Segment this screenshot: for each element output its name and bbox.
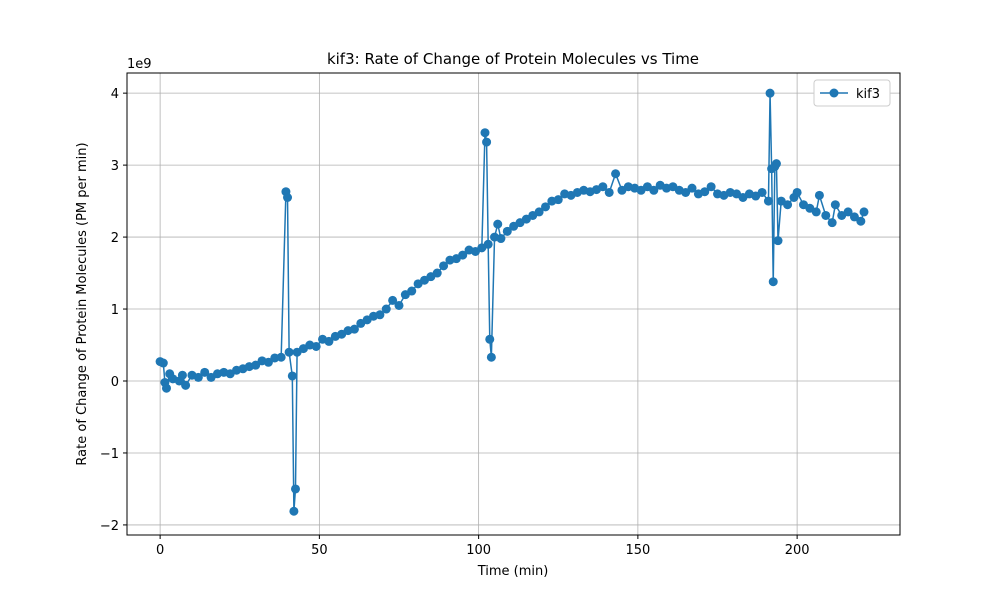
data-point	[181, 380, 191, 390]
data-point	[388, 295, 398, 305]
data-point	[598, 182, 608, 192]
data-point	[486, 352, 496, 362]
data-point	[407, 286, 417, 296]
data-point	[611, 169, 621, 179]
data-point	[349, 324, 359, 334]
data-point	[283, 192, 293, 202]
data-point	[200, 367, 210, 377]
data-point	[783, 200, 793, 210]
data-point	[432, 268, 442, 278]
data-point	[763, 196, 773, 206]
chart-title: kif3: Rate of Change of Protein Molecule…	[327, 50, 699, 68]
data-point	[496, 234, 506, 244]
y-offset-label: 1e9	[127, 57, 152, 72]
data-point	[604, 187, 614, 197]
data-point	[534, 207, 544, 217]
data-point	[687, 183, 697, 193]
data-point	[814, 190, 824, 200]
data-point	[276, 352, 286, 362]
y-tick-label: 4	[111, 87, 119, 102]
y-tick-label: 3	[111, 159, 119, 174]
data-point	[439, 261, 449, 271]
data-point	[394, 300, 404, 310]
data-point	[765, 88, 775, 98]
data-point	[681, 187, 691, 197]
data-point	[290, 484, 300, 494]
data-point	[311, 341, 321, 351]
data-point	[158, 358, 168, 368]
data-point	[768, 277, 778, 287]
x-axis-label: Time (min)	[477, 564, 549, 579]
data-point	[177, 370, 187, 380]
data-point	[193, 372, 203, 382]
data-point	[706, 182, 716, 192]
y-axis-label: Rate of Change of Protein Molecules (PM …	[75, 142, 90, 465]
legend-box	[813, 79, 891, 107]
y-tick-label: −2	[100, 519, 119, 534]
data-point	[811, 207, 821, 217]
data-point	[493, 219, 503, 229]
x-tick-label: 200	[785, 543, 810, 558]
x-tick-label: 150	[625, 543, 650, 558]
data-point	[251, 360, 261, 370]
data-point	[289, 506, 299, 516]
legend-label: kif3	[856, 87, 880, 102]
x-tick-label: 0	[156, 543, 164, 558]
data-point	[480, 128, 490, 138]
data-point	[485, 334, 495, 344]
data-point	[859, 207, 869, 217]
data-point	[843, 207, 853, 217]
data-point	[161, 383, 171, 393]
data-point	[649, 185, 659, 195]
x-tick-label: 100	[466, 543, 491, 558]
data-point	[324, 336, 334, 346]
data-point	[553, 195, 563, 205]
data-point	[483, 239, 493, 249]
data-point	[856, 216, 866, 226]
y-tick-label: 1	[111, 303, 119, 318]
data-point	[821, 210, 831, 220]
y-tick-label: 0	[111, 375, 119, 390]
data-point	[771, 159, 781, 169]
y-tick-label: −1	[100, 447, 119, 462]
data-point	[849, 212, 859, 222]
data-point	[757, 187, 767, 197]
plot-frame	[126, 72, 901, 536]
data-point	[773, 236, 783, 246]
data-point	[381, 304, 391, 314]
data-point	[284, 347, 294, 357]
data-point	[700, 187, 710, 197]
data-point	[375, 310, 385, 320]
data-point	[830, 200, 840, 210]
data-point	[792, 187, 802, 197]
y-tick-label: 2	[111, 231, 119, 246]
data-point	[482, 137, 492, 147]
data-point	[541, 202, 551, 212]
data-point	[458, 250, 468, 260]
data-point	[827, 218, 837, 228]
data-point	[263, 357, 273, 367]
data-point	[287, 371, 297, 381]
data-point	[502, 226, 512, 236]
x-tick-label: 50	[311, 543, 328, 558]
legend-marker	[829, 88, 839, 98]
